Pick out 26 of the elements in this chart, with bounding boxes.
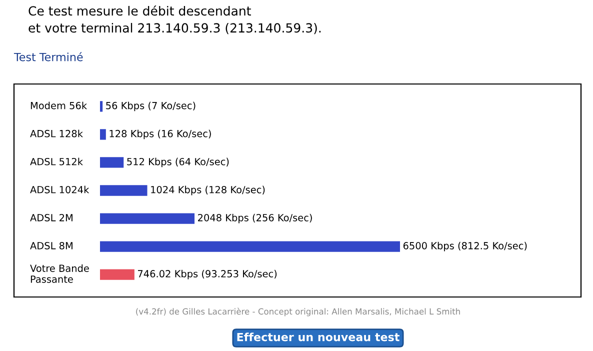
bar xyxy=(100,241,400,252)
bar xyxy=(100,157,124,168)
y-tick-label: ADSL 8M xyxy=(30,242,72,250)
y-tick-label: ADSL 128k xyxy=(30,130,83,138)
y-tick-label: ADSL 512k xyxy=(30,158,83,166)
data-label: 56 Kbps (7 Ko/sec) xyxy=(106,102,196,112)
data-label: 2048 Kbps (256 Ko/sec) xyxy=(198,214,312,224)
bar xyxy=(100,129,106,140)
bar xyxy=(100,185,148,196)
data-label: 6500 Kbps (812.5 Ko/sec) xyxy=(403,242,527,252)
bar xyxy=(100,269,134,280)
bar xyxy=(100,213,195,224)
data-label: 1024 Kbps (128 Ko/sec) xyxy=(151,186,265,196)
text: (v4.2fr) de Gilles Lacarrière - Concept original: Allen Marsalis, Michael L Smith xyxy=(136,308,460,316)
text: Test Terminé xyxy=(14,52,83,62)
data-label: 512 Kbps (64 Ko/sec) xyxy=(127,158,229,168)
chart-title: Ce test mesure le débit descendant xyxy=(28,5,251,16)
y-tick-label: Modem 56k xyxy=(30,102,88,110)
y-tick-label: ADSL 1024k xyxy=(30,186,90,194)
y-tick-label: Votre Bande Passante xyxy=(30,264,89,283)
chart-subtitle: et votre terminal 213.140.59.3 (213.140.59.3). xyxy=(28,22,321,34)
y-tick-label: ADSL 2M xyxy=(30,214,72,222)
data-label: 746.02 Kbps (93.253 Ko/sec) xyxy=(138,270,277,280)
bar xyxy=(100,101,103,112)
text: Effectuer un nouveau test xyxy=(237,332,400,342)
data-label: 128 Kbps (16 Ko/sec) xyxy=(110,130,211,140)
